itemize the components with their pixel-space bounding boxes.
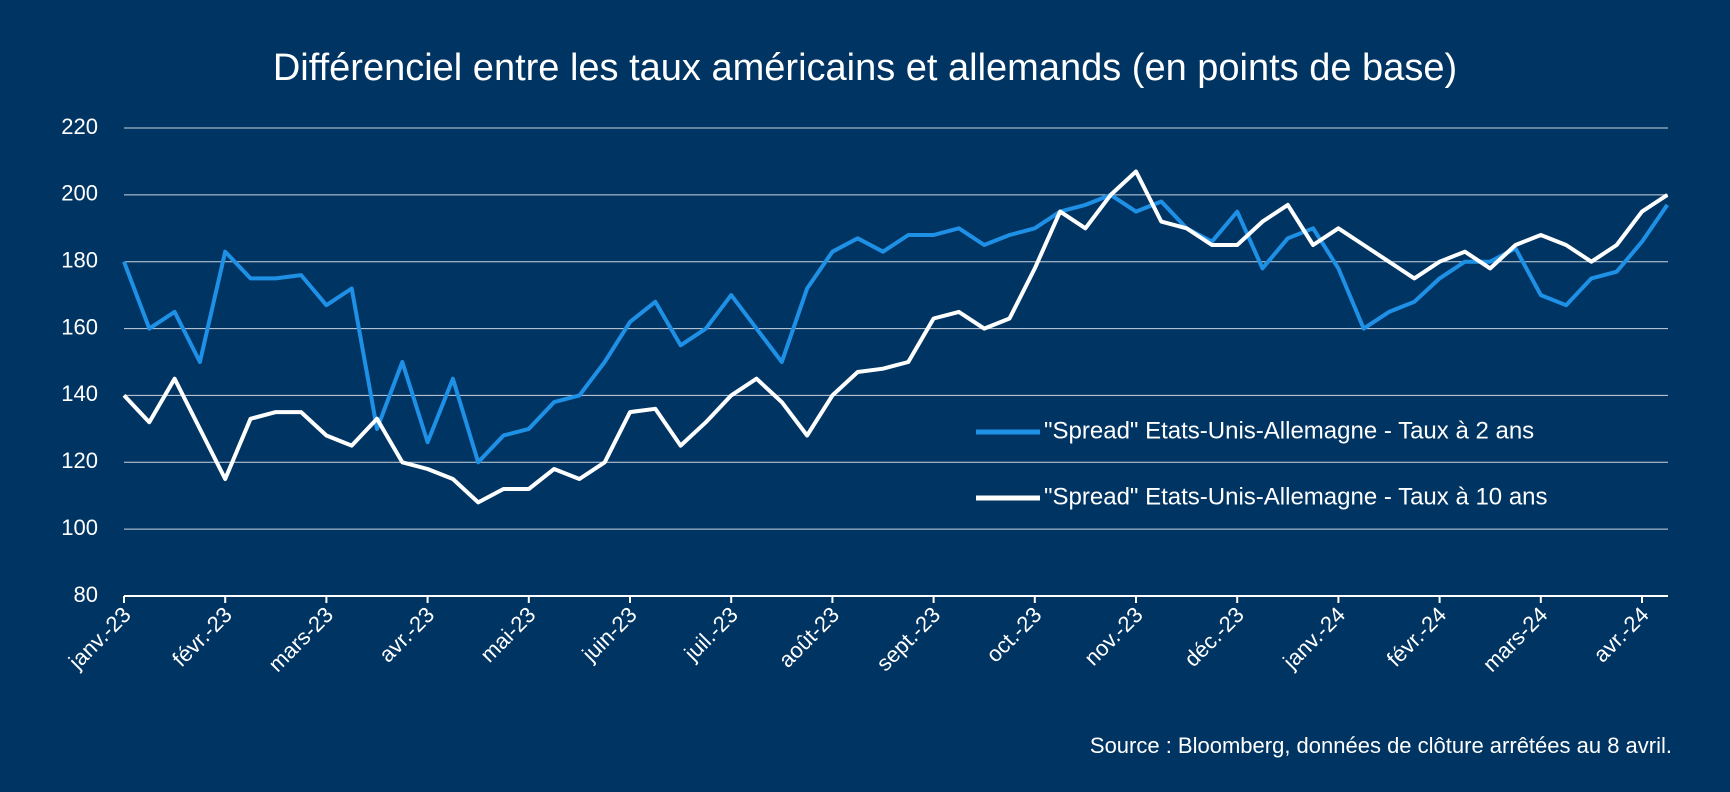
y-tick-label: 220 xyxy=(61,114,98,139)
y-tick-label: 120 xyxy=(61,448,98,473)
y-tick-label: 200 xyxy=(61,181,98,206)
y-tick-label: 160 xyxy=(61,314,98,339)
y-tick-label: 140 xyxy=(61,381,98,406)
legend-label: "Spread" Etats-Unis-Allemagne - Taux à 2… xyxy=(1044,417,1534,444)
series-line xyxy=(122,192,1669,465)
source-note: Source : Bloomberg, données de clôture a… xyxy=(1090,733,1672,758)
y-tick-label: 180 xyxy=(61,248,98,273)
y-tick-label: 80 xyxy=(74,582,98,607)
series-line xyxy=(122,169,1669,505)
y-tick-label: 100 xyxy=(61,515,98,540)
chart-title: Différenciel entre les taux américains e… xyxy=(273,47,1457,89)
legend-label: "Spread" Etats-Unis-Allemagne - Taux à 1… xyxy=(1044,483,1548,510)
